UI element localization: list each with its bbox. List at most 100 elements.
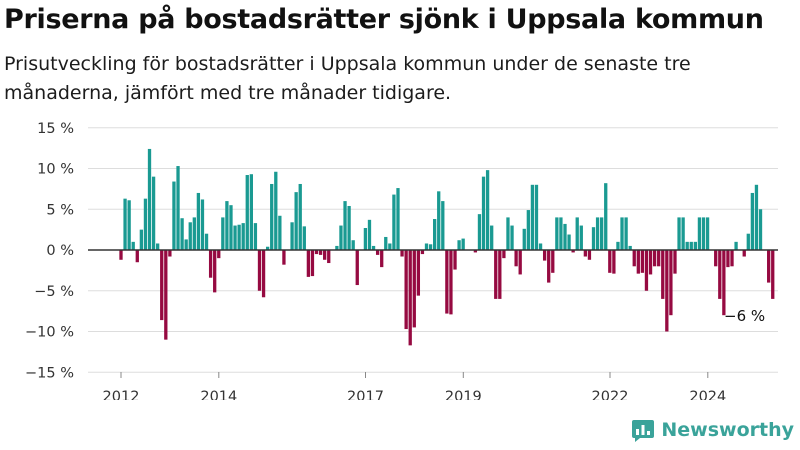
bar bbox=[208, 250, 213, 278]
bar bbox=[192, 217, 196, 250]
bar bbox=[298, 183, 302, 250]
bar bbox=[693, 241, 697, 250]
bar bbox=[689, 241, 693, 250]
bar bbox=[534, 184, 539, 250]
bar bbox=[620, 217, 624, 250]
bar bbox=[176, 166, 180, 250]
bar bbox=[677, 217, 681, 250]
bar bbox=[127, 200, 131, 250]
bar bbox=[119, 250, 123, 260]
bar bbox=[323, 250, 327, 260]
bar bbox=[441, 201, 445, 250]
bar bbox=[490, 225, 494, 250]
bar bbox=[726, 250, 730, 268]
bar bbox=[494, 250, 498, 299]
bar bbox=[547, 250, 551, 283]
bar bbox=[730, 250, 734, 267]
bar bbox=[265, 246, 270, 250]
bar bbox=[669, 250, 673, 316]
bar bbox=[371, 245, 376, 251]
bar bbox=[758, 209, 763, 250]
bar bbox=[375, 250, 380, 255]
bar bbox=[290, 222, 294, 250]
bar bbox=[143, 198, 148, 250]
bar bbox=[225, 201, 229, 250]
x-tick-label: 2022 bbox=[592, 389, 629, 400]
bar bbox=[412, 250, 416, 328]
bar bbox=[661, 250, 665, 299]
bar bbox=[151, 176, 156, 250]
bar bbox=[237, 224, 241, 250]
bar bbox=[217, 250, 221, 259]
bar bbox=[612, 250, 616, 274]
bar bbox=[363, 228, 368, 251]
bar bbox=[270, 183, 274, 250]
bar bbox=[351, 240, 355, 250]
x-axis-ticks: 2012 2014 2017 2019 2022 2024 bbox=[103, 372, 726, 400]
bar bbox=[718, 250, 722, 299]
bar bbox=[538, 243, 543, 250]
bar bbox=[665, 250, 669, 332]
bar bbox=[522, 228, 526, 250]
bar bbox=[420, 250, 425, 255]
bar bbox=[310, 250, 315, 277]
bar bbox=[485, 170, 490, 250]
bar bbox=[384, 236, 388, 250]
y-tick-label: −5 % bbox=[34, 284, 74, 300]
bar bbox=[294, 192, 298, 250]
bar bbox=[555, 217, 559, 250]
bar bbox=[253, 223, 258, 250]
bars bbox=[119, 148, 775, 346]
bar bbox=[404, 250, 408, 330]
bar bbox=[147, 148, 152, 250]
bar bbox=[428, 244, 433, 250]
bar bbox=[233, 225, 237, 250]
y-tick-label: −15 % bbox=[25, 365, 74, 381]
bar bbox=[575, 217, 579, 250]
bar bbox=[245, 175, 249, 250]
bar bbox=[685, 241, 689, 250]
bar bbox=[705, 217, 710, 250]
bar bbox=[498, 250, 502, 299]
last-value-annotation: −6 % bbox=[724, 307, 765, 325]
bar bbox=[278, 215, 282, 250]
page-title: Priserna på bostadsrätter sjönk i Uppsal… bbox=[4, 4, 764, 35]
bar bbox=[156, 243, 160, 250]
bar bbox=[583, 250, 588, 257]
bar bbox=[318, 250, 323, 255]
bar bbox=[551, 250, 555, 273]
bar bbox=[131, 241, 135, 250]
bar bbox=[526, 210, 530, 250]
bar bbox=[249, 174, 253, 250]
bar bbox=[681, 217, 685, 250]
y-tick-label: 10 % bbox=[37, 162, 74, 178]
bar bbox=[461, 238, 465, 250]
bar bbox=[416, 250, 421, 296]
bar bbox=[587, 250, 592, 260]
bar bbox=[172, 181, 176, 250]
bar bbox=[746, 233, 750, 250]
bar bbox=[400, 250, 404, 257]
bar bbox=[282, 250, 286, 265]
bar bbox=[714, 250, 718, 267]
bar bbox=[392, 194, 396, 250]
bar bbox=[567, 234, 571, 250]
bar bbox=[628, 245, 632, 251]
bar bbox=[510, 225, 514, 250]
brand-name: Newsworthy bbox=[661, 419, 794, 441]
y-tick-label: −10 % bbox=[25, 325, 74, 341]
bar bbox=[652, 250, 657, 267]
bar bbox=[437, 191, 441, 250]
bar bbox=[579, 225, 583, 250]
bar bbox=[306, 250, 311, 277]
bar bbox=[180, 218, 184, 251]
bar bbox=[673, 250, 677, 274]
bar-chart: 15 %10 %5 %0 %−5 %−10 %−15 % 2012 2014 201… bbox=[25, 121, 778, 400]
bar bbox=[274, 171, 278, 250]
bar bbox=[473, 250, 478, 253]
bar bbox=[506, 217, 510, 250]
bar bbox=[624, 217, 628, 250]
x-tick-label: 2024 bbox=[689, 389, 726, 400]
bar bbox=[123, 198, 127, 250]
page-subtitle: Prisutveckling för bostadsrätter i Uppsa… bbox=[4, 53, 691, 104]
